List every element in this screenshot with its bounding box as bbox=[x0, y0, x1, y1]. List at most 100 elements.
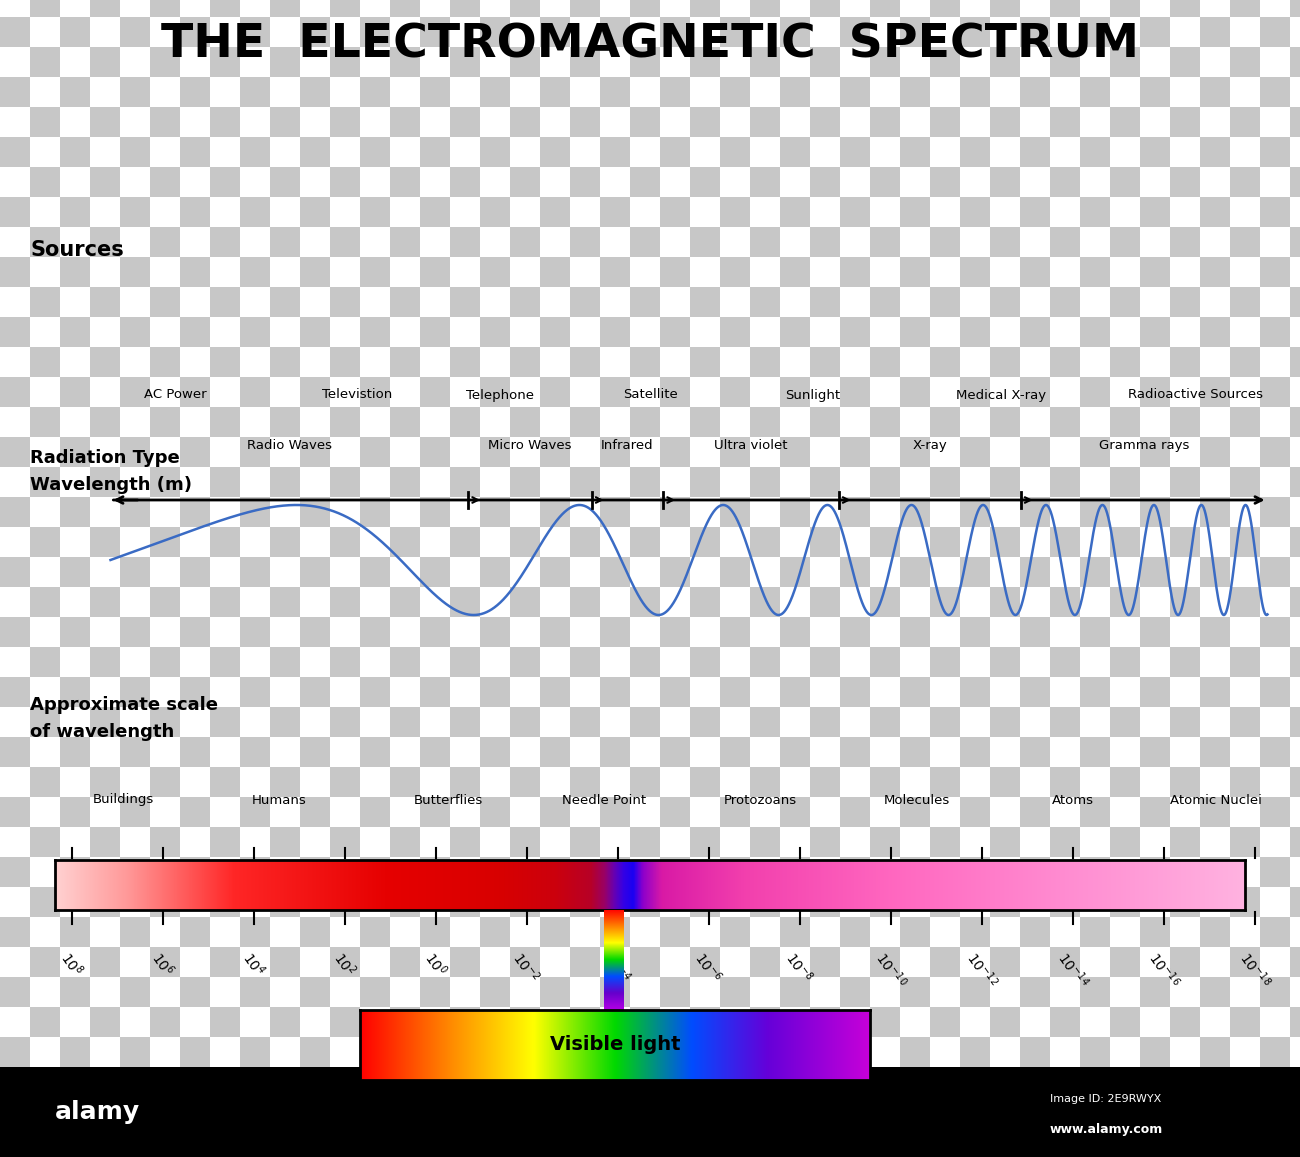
Bar bbox=[360, 887, 390, 918]
Bar bbox=[0, 167, 30, 197]
Bar bbox=[1050, 0, 1080, 17]
Bar bbox=[150, 707, 179, 737]
Bar bbox=[90, 1007, 120, 1037]
Bar bbox=[1290, 1007, 1300, 1037]
Bar bbox=[510, 78, 540, 106]
Bar bbox=[991, 1037, 1020, 1067]
Bar bbox=[60, 317, 90, 347]
Bar bbox=[959, 106, 991, 137]
Bar bbox=[450, 977, 480, 1007]
Bar bbox=[601, 227, 630, 257]
Bar bbox=[720, 377, 750, 407]
Bar bbox=[1290, 1037, 1300, 1067]
Bar bbox=[1260, 827, 1290, 857]
Bar bbox=[900, 317, 929, 347]
Bar bbox=[1260, 557, 1290, 587]
Bar bbox=[450, 257, 480, 287]
Bar bbox=[330, 137, 360, 167]
Bar bbox=[1080, 977, 1110, 1007]
Bar bbox=[569, 227, 601, 257]
Bar bbox=[0, 317, 30, 347]
Bar bbox=[1110, 106, 1140, 137]
Bar bbox=[1020, 797, 1050, 827]
Bar bbox=[540, 977, 569, 1007]
Bar bbox=[870, 977, 900, 1007]
Bar bbox=[1110, 977, 1140, 1007]
Bar bbox=[150, 797, 179, 827]
Bar bbox=[1110, 317, 1140, 347]
Bar bbox=[211, 1097, 240, 1127]
Bar bbox=[300, 437, 330, 467]
Bar bbox=[1170, 647, 1200, 677]
Bar bbox=[750, 227, 780, 257]
Bar bbox=[179, 467, 211, 498]
Bar bbox=[211, 677, 240, 707]
Bar bbox=[1170, 287, 1200, 317]
Bar bbox=[450, 317, 480, 347]
Bar bbox=[870, 137, 900, 167]
Bar bbox=[510, 437, 540, 467]
Bar bbox=[120, 407, 150, 437]
Bar bbox=[1050, 317, 1080, 347]
Bar bbox=[1140, 827, 1170, 857]
Bar bbox=[30, 407, 60, 437]
Bar bbox=[1230, 257, 1260, 287]
Bar bbox=[601, 1097, 630, 1127]
Bar bbox=[120, 797, 150, 827]
Bar bbox=[870, 197, 900, 227]
Bar bbox=[810, 1067, 840, 1097]
Bar bbox=[630, 317, 660, 347]
Bar bbox=[1020, 977, 1050, 1007]
Bar bbox=[750, 1067, 780, 1097]
Bar bbox=[179, 377, 211, 407]
Bar bbox=[120, 827, 150, 857]
Bar bbox=[690, 467, 720, 498]
Bar bbox=[930, 857, 959, 887]
Bar bbox=[300, 17, 330, 47]
Bar bbox=[90, 287, 120, 317]
Bar bbox=[1230, 407, 1260, 437]
Bar bbox=[1230, 106, 1260, 137]
Bar bbox=[720, 977, 750, 1007]
Bar bbox=[240, 526, 270, 557]
Bar bbox=[300, 377, 330, 407]
Bar bbox=[420, 0, 450, 17]
Bar bbox=[510, 257, 540, 287]
Bar bbox=[840, 946, 870, 977]
Bar bbox=[211, 407, 240, 437]
Bar bbox=[0, 347, 30, 377]
Bar bbox=[601, 167, 630, 197]
Bar bbox=[0, 197, 30, 227]
Bar bbox=[120, 587, 150, 617]
Text: alamy: alamy bbox=[55, 1100, 140, 1123]
Bar bbox=[840, 737, 870, 767]
Bar bbox=[90, 227, 120, 257]
Bar bbox=[780, 1037, 810, 1067]
Bar bbox=[510, 557, 540, 587]
Bar bbox=[930, 437, 959, 467]
Bar bbox=[780, 17, 810, 47]
Bar bbox=[150, 467, 179, 498]
Bar bbox=[211, 1127, 240, 1157]
Bar bbox=[420, 617, 450, 647]
Bar bbox=[601, 557, 630, 587]
Bar bbox=[60, 797, 90, 827]
Bar bbox=[959, 797, 991, 827]
Bar bbox=[60, 677, 90, 707]
Bar bbox=[211, 797, 240, 827]
Text: $10^{6}$: $10^{6}$ bbox=[148, 948, 177, 979]
Bar bbox=[150, 47, 179, 78]
Bar bbox=[720, 106, 750, 137]
Bar bbox=[90, 887, 120, 918]
Bar bbox=[30, 797, 60, 827]
Bar bbox=[120, 677, 150, 707]
Bar bbox=[720, 767, 750, 797]
Bar bbox=[810, 827, 840, 857]
Bar bbox=[150, 167, 179, 197]
Bar bbox=[211, 17, 240, 47]
Bar bbox=[870, 106, 900, 137]
Bar bbox=[750, 1037, 780, 1067]
Bar bbox=[0, 526, 30, 557]
Bar bbox=[540, 918, 569, 946]
Bar bbox=[750, 1007, 780, 1037]
